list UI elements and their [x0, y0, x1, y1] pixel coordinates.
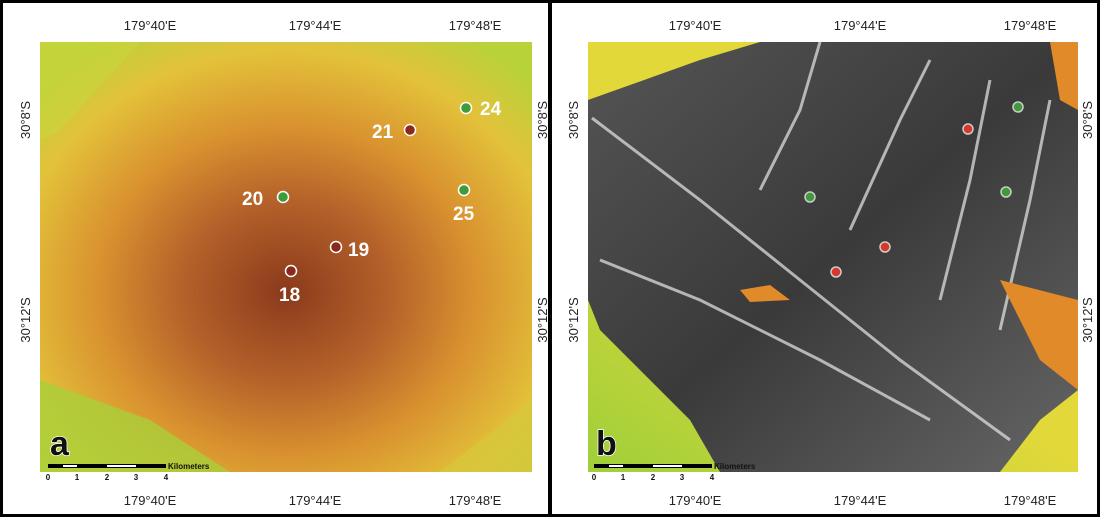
site-label: 19	[348, 240, 369, 261]
coord-label: 30°8'S	[18, 101, 33, 139]
scale-tick: 0	[46, 473, 51, 482]
scale-unit: Kilometers	[168, 462, 210, 471]
figure: 179°40'E 179°44'E 179°48'E 179°40'E 179°…	[0, 0, 1100, 517]
site-marker	[963, 124, 973, 134]
coord-label: 179°40'E	[124, 18, 177, 33]
scale-tick: 0	[592, 473, 597, 482]
site-label: 20	[242, 189, 263, 210]
site-marker	[1013, 102, 1023, 112]
coord-label: 30°12'S	[18, 297, 33, 343]
coord-label: 179°44'E	[834, 18, 887, 33]
coord-label: 179°48'E	[1004, 18, 1057, 33]
scale-tick: 2	[105, 473, 110, 482]
site-marker	[461, 103, 472, 114]
scale-tick: 1	[75, 473, 80, 482]
scale-tick: 2	[651, 473, 656, 482]
site-marker	[331, 242, 342, 253]
site-marker	[1001, 187, 1011, 197]
panel-label: a	[50, 425, 70, 463]
coord-label: 179°48'E	[449, 493, 502, 508]
site-marker	[286, 266, 297, 277]
panel-a: 179°40'E 179°44'E 179°48'E 179°40'E 179°…	[18, 18, 550, 508]
scale-unit: Kilometers	[714, 462, 756, 471]
coord-label: 179°44'E	[289, 18, 342, 33]
panel-b: 179°40'E 179°44'E 179°48'E 179°40'E 179°…	[566, 18, 1095, 508]
coord-label: 179°48'E	[449, 18, 502, 33]
site-label: 21	[372, 122, 394, 143]
scale-tick: 3	[134, 473, 139, 482]
panel-label: b	[596, 425, 617, 463]
site-marker	[459, 185, 470, 196]
coord-label: 30°8'S	[1080, 101, 1095, 139]
coord-label: 30°12'S	[1080, 297, 1095, 343]
coord-label: 179°44'E	[834, 493, 887, 508]
coord-label: 179°40'E	[124, 493, 177, 508]
coord-label: 30°12'S	[535, 297, 550, 343]
scale-tick: 4	[164, 473, 169, 482]
coord-label: 30°8'S	[535, 101, 550, 139]
coord-label: 179°44'E	[289, 493, 342, 508]
site-marker	[405, 125, 416, 136]
coord-label: 179°48'E	[1004, 493, 1057, 508]
site-marker	[278, 192, 289, 203]
site-label: 25	[453, 204, 475, 225]
coord-label: 30°12'S	[566, 297, 581, 343]
coord-label: 30°8'S	[566, 101, 581, 139]
scale-tick: 4	[710, 473, 715, 482]
site-label: 24	[480, 99, 502, 120]
site-label: 18	[279, 285, 300, 306]
scale-tick: 3	[680, 473, 685, 482]
coord-label: 179°40'E	[669, 493, 722, 508]
site-marker	[805, 192, 815, 202]
site-marker	[880, 242, 890, 252]
site-marker	[831, 267, 841, 277]
scale-tick: 1	[621, 473, 626, 482]
coord-label: 179°40'E	[669, 18, 722, 33]
